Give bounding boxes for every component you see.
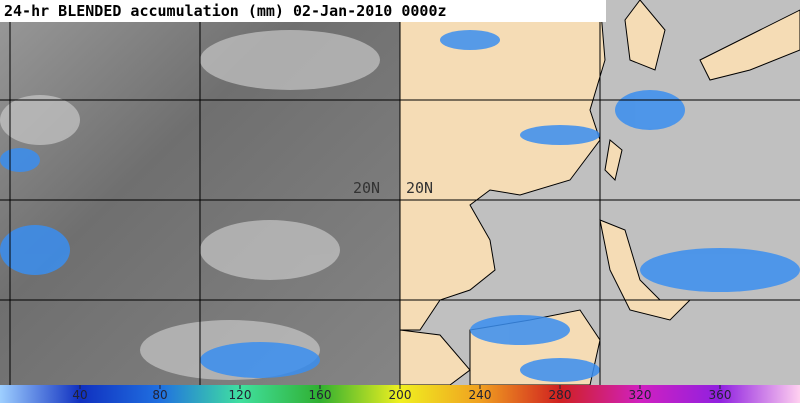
colorbar-tick-label: 360	[709, 388, 732, 402]
colorbar-tick-label: 160	[309, 388, 332, 402]
graticule	[0, 0, 800, 385]
colorbar-tick-label: 280	[549, 388, 572, 402]
colorbar	[0, 385, 800, 403]
colorbar-tick-label: 120	[229, 388, 252, 402]
grid-label: 20N	[353, 179, 380, 197]
title: 24-hr BLENDED accumulation (mm) 02-Jan-2…	[4, 2, 447, 20]
title-bar	[0, 0, 606, 22]
colorbar-tick-label: 320	[629, 388, 652, 402]
colorbar-tick-label: 40	[72, 388, 87, 402]
colorbar-tick-label: 80	[152, 388, 167, 402]
grid-label: 20N	[406, 179, 433, 197]
colorbar-tick-label: 240	[469, 388, 492, 402]
colorbar-tick-label: 200	[389, 388, 412, 402]
